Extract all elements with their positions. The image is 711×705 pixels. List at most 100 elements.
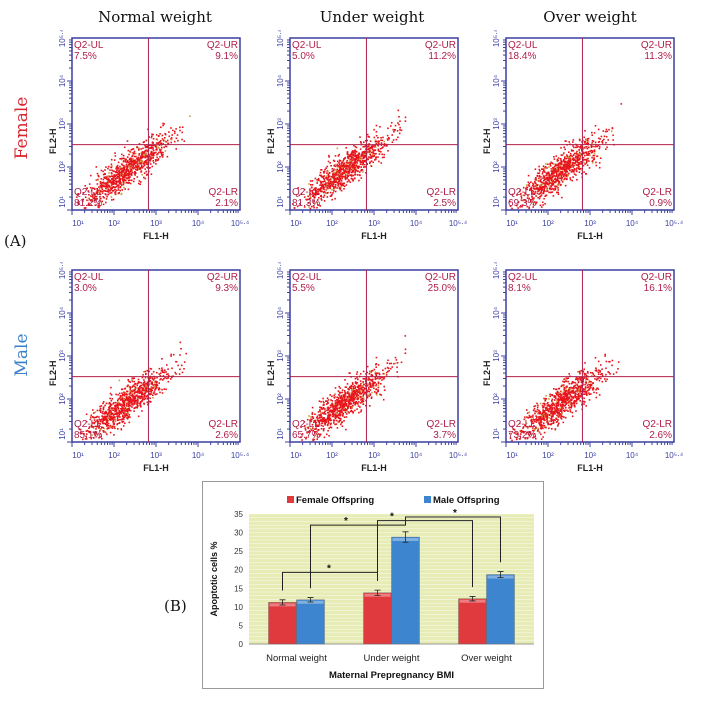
event-dot: [128, 414, 131, 416]
event-dot: [92, 416, 94, 418]
event-dot: [348, 400, 351, 402]
event-dot: [167, 377, 169, 379]
event-dot: [334, 169, 337, 171]
event-dot: [355, 389, 358, 391]
event-dot: [351, 164, 354, 166]
event-dot: [328, 186, 331, 189]
event-dot: [326, 179, 329, 181]
event-dot: [354, 177, 356, 180]
event-dot: [140, 170, 143, 172]
event-dot: [114, 191, 117, 193]
event-dot: [170, 138, 173, 141]
event-dot: [557, 180, 559, 182]
event-dot: [132, 377, 134, 380]
event-dot: [352, 390, 354, 392]
event-dot: [136, 401, 139, 404]
event-dot: [144, 154, 147, 157]
event-dot: [106, 427, 108, 430]
event-dot: [538, 172, 541, 174]
event-dot: [137, 381, 140, 383]
event-dot: [564, 165, 566, 168]
event-dot: [553, 165, 556, 168]
event-dot: [119, 179, 121, 182]
event-dot: [115, 409, 118, 411]
event-dot: [322, 429, 325, 432]
event-dot: [100, 428, 102, 431]
event-dot: [378, 372, 380, 375]
event-dot: [321, 417, 324, 420]
event-dot: [105, 190, 107, 192]
event-dot: [145, 153, 148, 155]
event-dot: [102, 426, 104, 429]
event-dot: [589, 150, 591, 153]
event-dot: [591, 160, 594, 162]
event-dot: [93, 192, 95, 194]
event-dot: [351, 385, 353, 388]
event-dot: [161, 134, 164, 137]
event-dot: [301, 433, 304, 435]
event-dot: [354, 164, 356, 167]
event-dot: [89, 430, 91, 433]
event-dot: [134, 391, 136, 394]
event-dot: [543, 170, 545, 172]
event-dot: [88, 194, 90, 196]
event-dot: [568, 169, 571, 172]
event-dot: [337, 400, 339, 402]
event-dot: [359, 391, 361, 394]
event-dot: [585, 158, 588, 161]
event-dot: [575, 170, 578, 173]
event-dot: [370, 145, 373, 147]
quadrant-name-ll: Q2-LL: [74, 419, 102, 430]
event-dot: [540, 184, 543, 186]
event-dot: [136, 390, 139, 393]
event-dot: [538, 187, 540, 189]
event-dot: [338, 393, 340, 396]
event-dot: [307, 427, 309, 430]
event-dot: [141, 155, 143, 157]
event-dot: [164, 133, 167, 136]
event-dot: [525, 432, 528, 435]
event-dot: [155, 384, 157, 387]
event-dot: [327, 402, 329, 404]
event-dot: [152, 160, 154, 162]
event-dot: [126, 165, 129, 167]
event-dot: [138, 390, 140, 393]
event-dot: [332, 412, 334, 414]
event-dot: [553, 168, 555, 170]
event-dot: [165, 141, 167, 143]
event-dot: [140, 155, 142, 157]
event-dot: [156, 159, 158, 161]
event-dot: [534, 180, 536, 183]
event-dot: [314, 432, 316, 434]
event-dot: [141, 167, 144, 169]
event-dot: [358, 158, 361, 161]
event-dot: [124, 412, 126, 415]
event-dot: [371, 386, 373, 388]
event-dot: [328, 172, 331, 174]
event-dot: [338, 417, 340, 420]
event-dot: [326, 184, 329, 187]
event-dot: [364, 139, 367, 142]
event-dot: [118, 403, 120, 406]
event-dot: [364, 150, 367, 153]
event-dot: [319, 171, 322, 174]
event-dot: [136, 176, 139, 178]
event-dot: [551, 191, 554, 193]
event-dot: [110, 192, 113, 194]
event-dot: [347, 405, 350, 408]
event-dot: [111, 189, 114, 192]
event-dot: [399, 126, 401, 129]
event-dot: [151, 141, 154, 143]
event-dot: [571, 179, 574, 182]
event-dot: [382, 398, 385, 401]
event-dot: [329, 394, 331, 396]
event-dot: [307, 426, 310, 429]
event-dot: [120, 181, 122, 184]
event-dot: [111, 416, 114, 419]
event-dot: [352, 151, 354, 153]
event-dot: [549, 174, 552, 177]
event-dot: [540, 206, 543, 208]
event-dot: [114, 412, 117, 415]
event-dot: [375, 374, 378, 377]
event-dot: [317, 429, 319, 431]
